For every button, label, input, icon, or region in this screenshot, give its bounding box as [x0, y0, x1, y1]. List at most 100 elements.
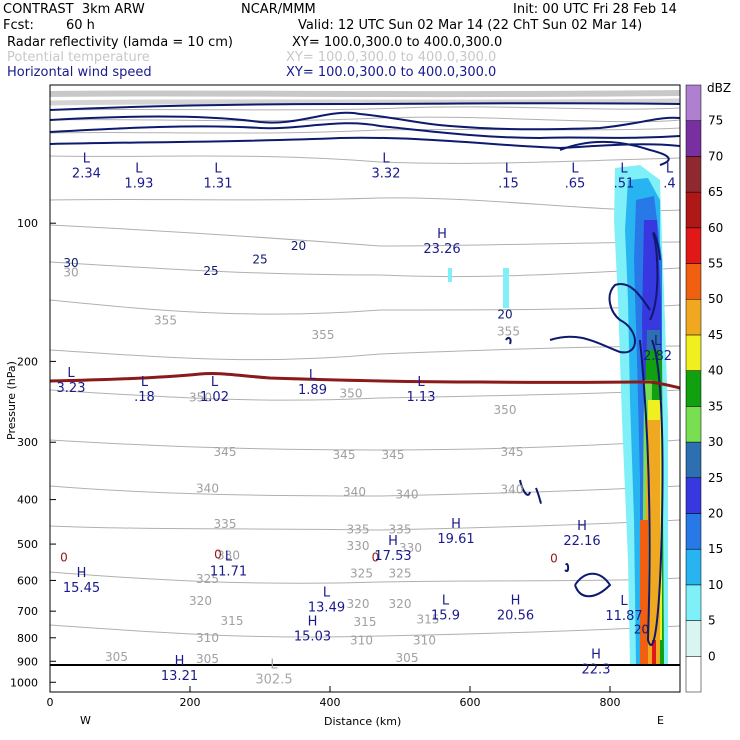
extremum-value: 1.93 [124, 177, 153, 192]
theta-contour-label: 310 [196, 631, 219, 645]
theta-contour-label: 340 [501, 482, 524, 496]
theta-contour-label: 305 [196, 652, 219, 666]
y-tick-label: 700 [17, 605, 38, 618]
theta-contour-label: 305 [396, 651, 419, 665]
zero-line-label: 0 [550, 552, 558, 566]
theta-contour-label: 325 [196, 572, 219, 586]
speed-contour-label: 20 [634, 623, 649, 637]
x-tick-label: 200 [180, 696, 201, 709]
colorbar-swatch [685, 656, 702, 693]
extremum-type: L [442, 594, 450, 609]
extremum-value: 3.32 [372, 166, 401, 181]
field-3-name: Horizontal wind speed [7, 65, 152, 80]
theta-contour-label: 355 [312, 328, 335, 342]
extremum-value: .51 [614, 177, 635, 192]
speed-contour-label: 25 [252, 253, 267, 267]
theta-contour-label: 345 [382, 448, 405, 462]
theta-contour-label: 330 [217, 549, 240, 563]
colorbar-label: 35 [708, 399, 723, 413]
y-tick-label: 200 [17, 355, 38, 368]
theta-355-line [50, 155, 680, 164]
theta-contour-label: 345 [214, 445, 237, 459]
dbz-cell-1 [448, 268, 452, 282]
extremum-value: 11.71 [210, 565, 247, 580]
extremum-value: .18 [134, 390, 155, 405]
colorbar-label: 0 [708, 649, 716, 663]
theta-340-line [50, 261, 680, 278]
speed-plume-core-2 [639, 339, 664, 646]
wind-speed-contours [50, 102, 680, 646]
theta-contour-label: 330 [399, 541, 422, 555]
speed-contour-label: 25 [203, 264, 218, 278]
extremum-type: L [654, 334, 662, 349]
theta-contour-label: 320 [347, 597, 370, 611]
y-tick-label: 400 [17, 494, 38, 507]
theta-contour-label: 350 [340, 387, 363, 401]
extremum-value: 1.13 [407, 390, 436, 405]
fcst-value: 60 h [66, 18, 95, 33]
speed-low-4 [574, 572, 612, 598]
extremum-type: L [505, 162, 513, 177]
y-tick-label: 500 [17, 538, 38, 551]
x-tick-label: 600 [460, 696, 481, 709]
colorbar-swatch [685, 513, 702, 550]
colorbar-swatch [685, 584, 702, 621]
y-tick-label: 900 [17, 655, 38, 668]
theta-dense-band-2 [50, 98, 680, 106]
zero-line [50, 371, 680, 390]
extremum-type: L [141, 375, 149, 390]
theta-contour-label: 345 [333, 448, 356, 462]
extremum-value: 11.87 [605, 609, 642, 624]
zero-line-label: 0 [60, 551, 68, 565]
colorbar-swatch [685, 406, 702, 443]
x-end-label-right: E [657, 714, 664, 727]
fcst-label: Fcst: [3, 18, 34, 33]
colorbar-label: 20 [708, 506, 723, 520]
extremum-type: L [382, 151, 390, 166]
plot-frame [49, 84, 681, 693]
theta-contour-label: 320 [189, 594, 212, 608]
theta-contour-label: 330 [347, 539, 370, 553]
speed-low-3 [564, 562, 570, 573]
extremum-type: L [225, 550, 233, 565]
reflectivity-plume [448, 165, 668, 665]
theta-350-line [50, 197, 680, 212]
theta-302-line [50, 624, 680, 638]
speed-upper-line [50, 102, 680, 111]
colorbar-swatch [685, 156, 702, 193]
theta-contours [50, 90, 680, 638]
theta-contour-label: 315 [354, 615, 377, 629]
extremum-type: H [451, 517, 461, 532]
colorbar-label: 15 [708, 542, 723, 556]
extremum-type: L [571, 162, 579, 177]
extremum-value: 22.16 [563, 534, 600, 549]
theta-contour-label: 320 [389, 597, 412, 611]
extremum-value: 3.23 [57, 381, 86, 396]
theta-contour-label: 335 [347, 523, 370, 537]
theta-contour-label: 325 [350, 567, 373, 581]
colorbar-label: 40 [708, 364, 723, 378]
theta-365-line [50, 116, 680, 123]
extremum-type: L [620, 594, 628, 609]
colorbar-swatch [685, 370, 702, 407]
speed-contour-label: 20 [291, 239, 306, 253]
theta-contour-label: 340 [196, 481, 219, 495]
y-tick-label: 800 [17, 632, 38, 645]
extremum-type: H [77, 566, 87, 581]
extremum-value: .4 [663, 177, 675, 192]
theta-325-line [50, 389, 680, 401]
x-end-label-left: W [80, 714, 91, 727]
extremum-value: 19.61 [437, 532, 474, 547]
colorbar-swatch [685, 298, 702, 336]
speed-jet-upper [50, 111, 680, 131]
colorbar-label: 50 [708, 292, 723, 306]
x-tick-label: 800 [600, 696, 621, 709]
colorbar-swatch [685, 120, 702, 157]
speed-label-layer: 30 25 25 20 20 20 [63, 239, 649, 637]
speed-jet-20 [559, 140, 670, 166]
extremum-value: 13.49 [308, 600, 345, 615]
colorbar-swatch [685, 334, 702, 371]
colorbar-swatch [685, 477, 702, 514]
colorbar-label: 25 [708, 471, 723, 485]
extremum-type: L [135, 162, 143, 177]
